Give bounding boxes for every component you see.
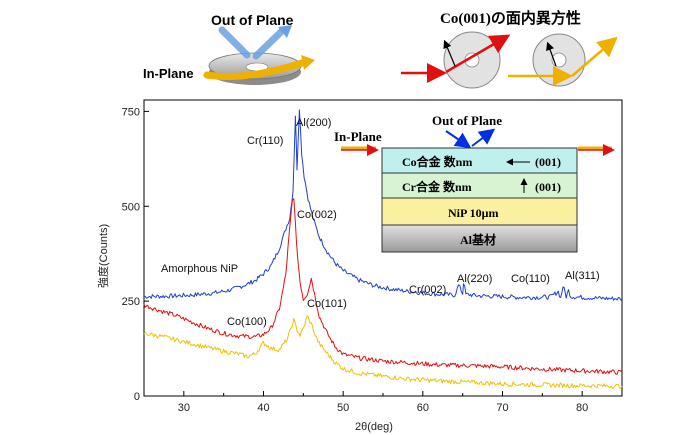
- axes: 30 40 50 60 70 80 0 250 500 750: [122, 106, 623, 414]
- peak-label-al200: Al(200): [296, 117, 331, 129]
- measurement-geometry-diagram: Out of Plane In-Plane: [143, 12, 315, 85]
- layer-co-alloy: [381, 147, 578, 174]
- series-line-0: [143, 109, 623, 301]
- peak-label-amorphous-nip: Amorphous NiP: [161, 263, 238, 275]
- y-tick-label: 500: [122, 201, 140, 213]
- layer-co-label: Co合金 数nm: [402, 154, 472, 169]
- x-tick-label: 30: [178, 402, 190, 414]
- y-axis-title: 強度(Counts): [96, 224, 110, 288]
- anisotropy-diagram: Co(001)の面内異方性: [401, 9, 618, 89]
- inset-in-plane-label: In-Plane: [334, 129, 382, 144]
- layer-cr-label: Cr合金 数nm: [402, 179, 472, 194]
- inset-out-of-plane-label: Out of Plane: [432, 113, 502, 128]
- x-tick-label: 80: [576, 402, 588, 414]
- diagram-in-plane-label: In-Plane: [143, 66, 194, 81]
- layer-co-note: (001): [535, 155, 561, 169]
- y-tick-label: 250: [122, 296, 140, 308]
- layer-al-label: Al基材: [460, 232, 496, 247]
- peak-label-co100: Co(100): [227, 316, 267, 328]
- x-tick-label: 40: [257, 402, 269, 414]
- peak-label-al220: Al(220): [457, 273, 492, 285]
- x-tick-label: 70: [496, 402, 508, 414]
- peak-annotations: Cr(110) Al(200) Co(002) Amorphous NiP Co…: [161, 117, 600, 328]
- peak-label-al311: Al(311): [565, 270, 600, 282]
- series-line-1: [143, 198, 623, 375]
- series-line-2: [143, 315, 623, 389]
- y-tick-label: 750: [122, 106, 140, 118]
- layer-cr-alloy: [381, 172, 578, 199]
- layer-al-substrate: [381, 224, 578, 253]
- x-tick-label: 60: [417, 402, 429, 414]
- peak-label-co110: Co(110): [511, 273, 550, 285]
- x-axis-title: 2θ(deg): [355, 421, 393, 433]
- peak-label-cr002: Cr(002): [409, 284, 446, 296]
- layer-nip: [381, 197, 578, 226]
- diagram-out-of-plane-label: Out of Plane: [211, 12, 294, 28]
- layer-structure-inset: Out of Plane In-Plane Co合金 数nm (001) Cr合…: [334, 113, 615, 253]
- x-tick-label: 50: [337, 402, 349, 414]
- peak-label-co002: Co(002): [297, 209, 337, 221]
- layer-nip-label: NiP 10μm: [448, 206, 498, 220]
- peak-label-co101: Co(101): [307, 298, 347, 310]
- layer-cr-note: (001): [535, 180, 561, 194]
- series-lines: [143, 109, 623, 389]
- peak-label-cr110: Cr(110): [247, 135, 283, 147]
- anisotropy-title: Co(001)の面内異方性: [440, 9, 581, 27]
- y-tick-label: 0: [134, 391, 140, 403]
